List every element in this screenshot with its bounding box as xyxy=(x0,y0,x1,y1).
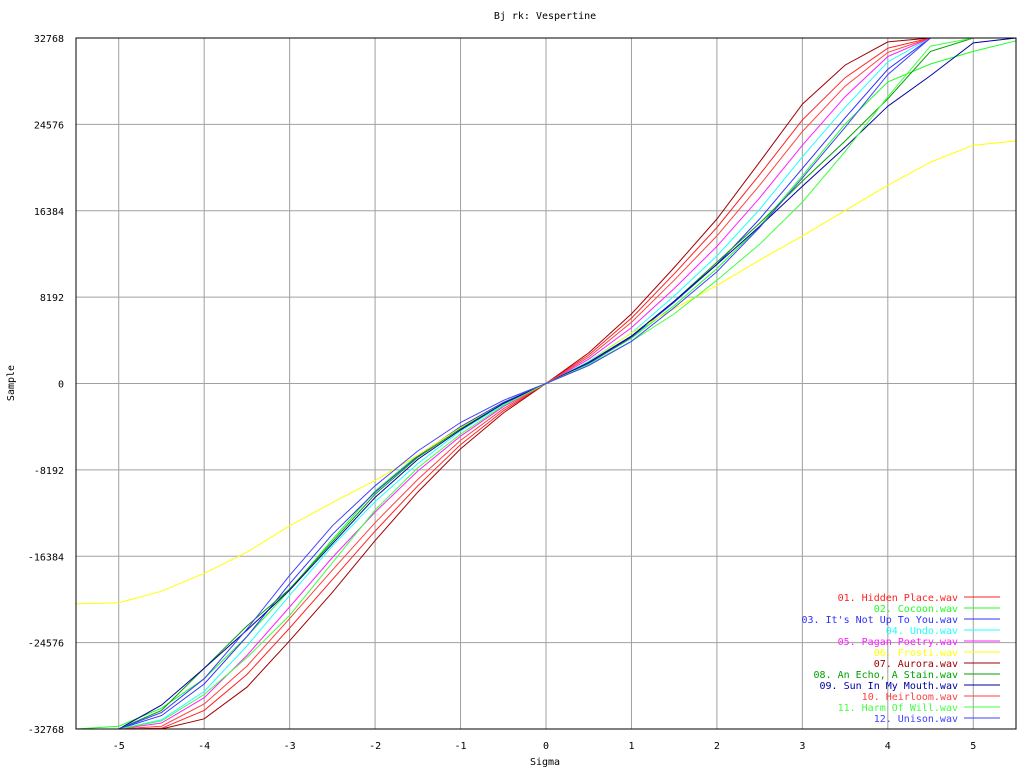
y-tick-label: 8192 xyxy=(40,293,64,304)
y-axis-label: Sample xyxy=(6,365,17,401)
legend-label: 04. Undo.wav xyxy=(886,626,958,637)
x-tick-label: 2 xyxy=(714,741,720,752)
x-tick-label: -2 xyxy=(369,741,381,752)
y-tick-label: -16384 xyxy=(28,552,64,563)
legend-label: 08. An Echo, A Stain.wav xyxy=(814,670,959,681)
y-tick-label: 32768 xyxy=(34,34,64,45)
legend-label: 01. Hidden Place.wav xyxy=(838,593,958,604)
series-lines xyxy=(75,37,1017,730)
plot-border xyxy=(75,37,1017,730)
x-tick-label: -5 xyxy=(113,741,125,752)
x-tick-label: -3 xyxy=(284,741,296,752)
y-tick-label: 24576 xyxy=(34,120,64,131)
y-tick-label: -32768 xyxy=(28,725,64,736)
legend-label: 12. Unison.wav xyxy=(874,714,958,725)
y-tick-label: -24576 xyxy=(28,639,64,650)
x-axis-label: Sigma xyxy=(530,757,560,768)
x-tick-label: 4 xyxy=(885,741,891,752)
legend-label: 05. Pagan Poetry.wav xyxy=(838,637,958,648)
x-tick-label: -4 xyxy=(198,741,210,752)
legend-label: 10. Heirloom.wav xyxy=(862,692,958,703)
series-line-12 xyxy=(76,37,1016,730)
legend-label: 09. Sun In My Mouth.wav xyxy=(820,681,958,692)
x-tick-label: 5 xyxy=(970,741,976,752)
x-tick-label: 3 xyxy=(799,741,805,752)
legend-label: 11. Harm Of Will.wav xyxy=(838,703,958,714)
legend-label: 06. Frosti.wav xyxy=(874,648,958,659)
x-tick-label: 0 xyxy=(543,741,549,752)
tick-labels: -5 -4 -3 -2 -1 0 1 2 3 4 5 -32768 -24576 -16384 -8192 0… xyxy=(28,34,976,752)
x-tick-label: -1 xyxy=(455,741,467,752)
legend-label: 03. It's Not Up To You.wav xyxy=(801,615,958,626)
x-tick-label: 1 xyxy=(628,741,634,752)
y-tick-label: -8192 xyxy=(34,466,64,477)
legend-label: 02. Cocoon.wav xyxy=(874,604,958,615)
y-tick-label: 0 xyxy=(58,380,64,391)
chart-title: Bj rk: Vespertine xyxy=(494,11,596,22)
y-tick-label: 16384 xyxy=(34,207,64,218)
legend-label: 07. Aurora.wav xyxy=(874,659,958,670)
